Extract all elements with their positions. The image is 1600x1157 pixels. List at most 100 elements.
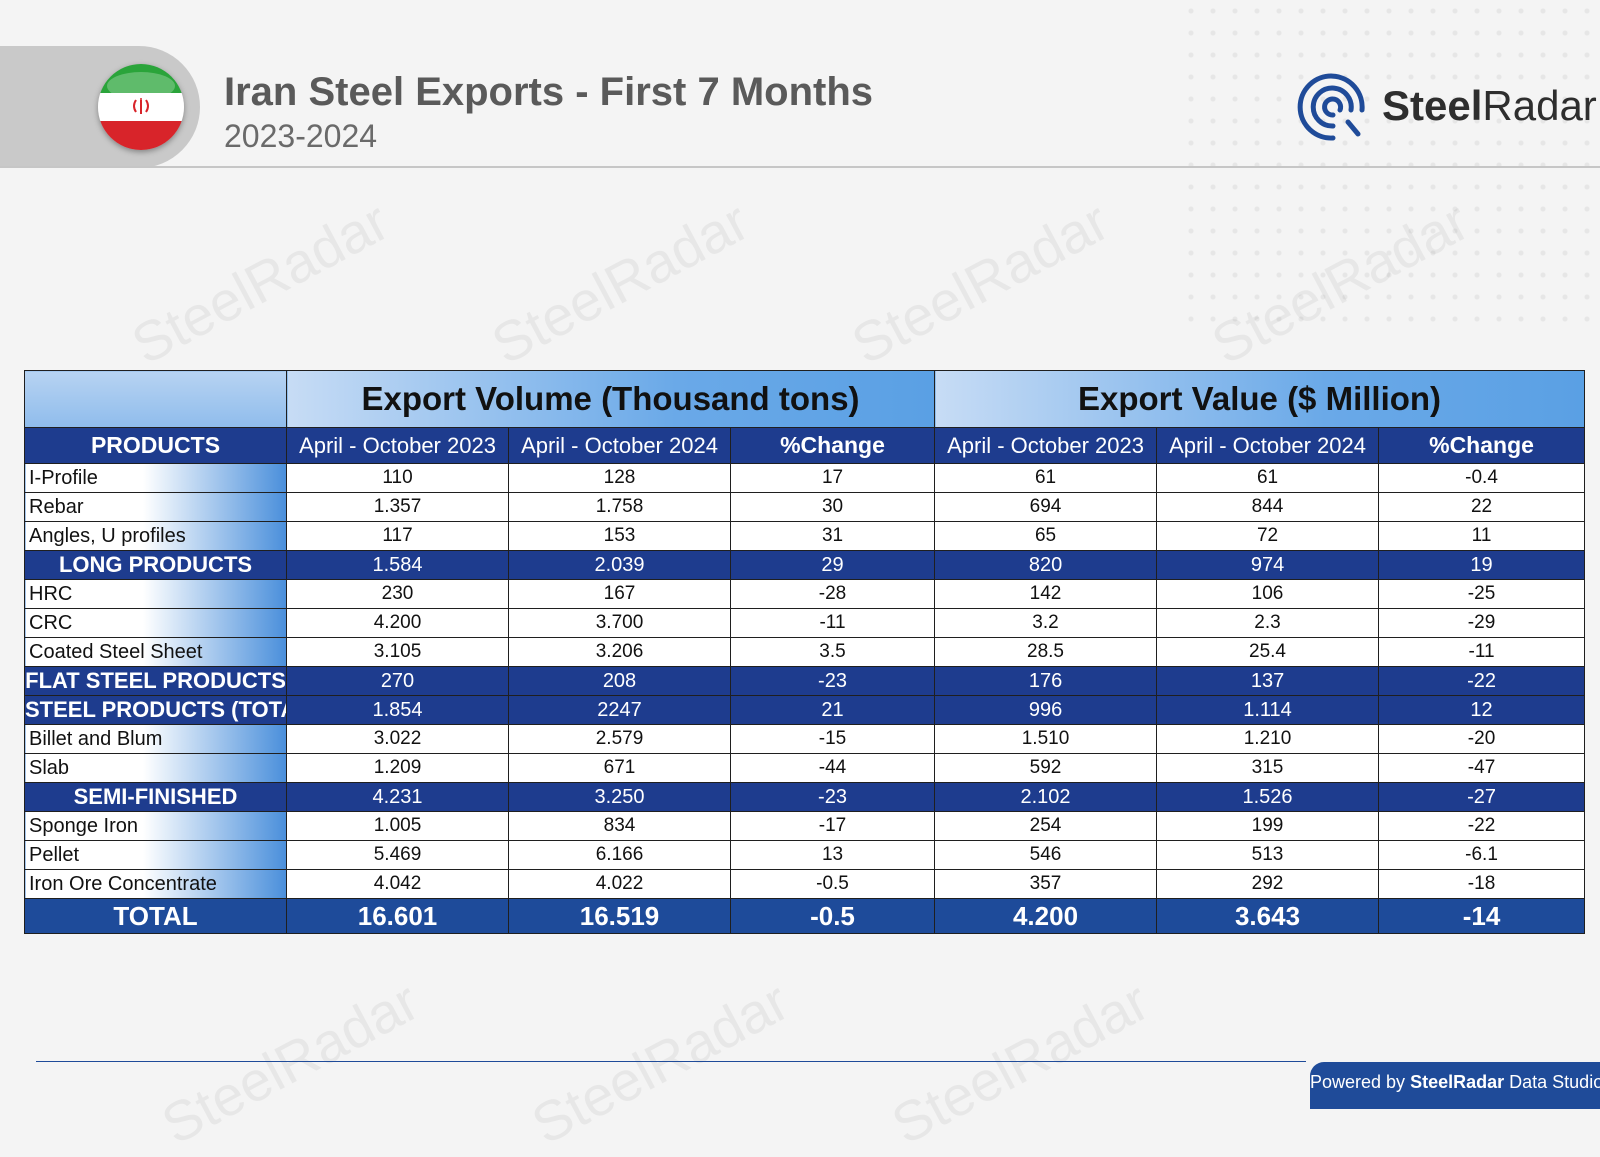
product-name-cell: HRC <box>24 579 287 609</box>
value-cell: 167 <box>508 579 731 609</box>
value-cell: 117 <box>286 521 509 551</box>
footer-divider <box>36 1061 1306 1062</box>
volume-group-header: Export Volume (Thousand tons) <box>285 370 936 428</box>
value-cell: 230 <box>286 579 509 609</box>
value-cell: 30 <box>729 492 936 522</box>
value-cell: 4.231 <box>286 782 509 812</box>
column-header-row: PRODUCTS April - October 2023 April - Oc… <box>24 427 1586 464</box>
value-cell: -11 <box>1378 637 1586 667</box>
page-title: Iran Steel Exports - First 7 Months <box>224 70 874 114</box>
value-group-header: Export Value ($ Million) <box>934 370 1586 428</box>
value-cell: 292 <box>1156 869 1380 899</box>
table-row: Slab 1.209 671 -44 592 315 -47 <box>24 753 1586 783</box>
value-cell: 1.210 <box>1156 724 1380 754</box>
value-cell: 4.042 <box>286 869 509 899</box>
product-name-cell: TOTAL <box>24 898 287 934</box>
value-cell: 5.469 <box>286 840 509 870</box>
subtotal-row: SEMI-FINISHED 4.231 3.250 -23 2.102 1.526 -27 <box>24 782 1586 812</box>
value-cell: 3.022 <box>286 724 509 754</box>
value-cell: 270 <box>286 666 509 696</box>
value-cell: 3.250 <box>508 782 731 812</box>
value-cell: 2.579 <box>508 724 731 754</box>
value-cell: -22 <box>1378 666 1586 696</box>
value-cell: 12 <box>1378 695 1586 725</box>
value-cell: 16.519 <box>508 898 731 934</box>
product-name-cell: Sponge Iron <box>24 811 287 841</box>
value-cell: 6.166 <box>508 840 731 870</box>
export-table-container: Export Volume (Thousand tons) Export Val… <box>24 370 1586 934</box>
value-cell: 513 <box>1156 840 1380 870</box>
value-cell: -0.5 <box>729 898 936 934</box>
value-cell: 153 <box>508 521 731 551</box>
value-cell: 17 <box>729 463 936 493</box>
value-cell: -17 <box>729 811 936 841</box>
value-cell: 11 <box>1378 521 1586 551</box>
table-row: Sponge Iron 1.005 834 -17 254 199 -22 <box>24 811 1586 841</box>
value-cell: -23 <box>729 666 936 696</box>
value-cell: -14 <box>1378 898 1586 934</box>
value-cell: -23 <box>729 782 936 812</box>
column-header-products: PRODUCTS <box>24 427 287 464</box>
value-cell: 3.700 <box>508 608 731 638</box>
steelradar-logo: SteelRadar <box>1296 70 1597 144</box>
value-cell: 3.206 <box>508 637 731 667</box>
value-cell: 3.105 <box>286 637 509 667</box>
value-cell: 208 <box>508 666 731 696</box>
value-cell: 21 <box>729 695 936 725</box>
column-header-value-2023: April - October 2023 <box>934 427 1158 464</box>
value-cell: 106 <box>1156 579 1380 609</box>
table-row: Coated Steel Sheet 3.105 3.206 3.5 28.5 25.4-… <box>24 637 1586 667</box>
value-cell: -0.5 <box>729 869 936 899</box>
product-name-cell: Pellet <box>24 840 287 870</box>
product-name-cell: Billet and Blum <box>24 724 287 754</box>
watermark: SteelRadar <box>481 188 759 377</box>
value-cell: 254 <box>934 811 1158 841</box>
value-cell: 176 <box>934 666 1158 696</box>
value-cell: 25.4 <box>1156 637 1380 667</box>
subtotal-row: FLAT STEEL PRODUCTS 270 208 -23 176 137 -22 <box>24 666 1586 696</box>
value-cell: 3.2 <box>934 608 1158 638</box>
watermark: SteelRadar <box>151 968 429 1157</box>
table-body: I-Profile 110 128 17 61 61 -0.4 Rebar 1.357 1.758… <box>24 463 1586 934</box>
value-cell: 61 <box>1156 463 1380 493</box>
value-cell: -20 <box>1378 724 1586 754</box>
product-name-cell: LONG PRODUCTS <box>24 550 287 580</box>
product-name-cell: SEMI-FINISHED <box>24 782 287 812</box>
value-cell: 128 <box>508 463 731 493</box>
value-cell: 1.209 <box>286 753 509 783</box>
iran-flag-icon <box>98 64 184 150</box>
value-cell: 4.200 <box>934 898 1158 934</box>
header-blank-cell <box>24 370 287 428</box>
value-cell: 142 <box>934 579 1158 609</box>
table-row: Pellet 5.469 6.166 13 546 513 -6.1 <box>24 840 1586 870</box>
product-name-cell: I-Profile <box>24 463 287 493</box>
value-cell: 2.039 <box>508 550 731 580</box>
value-cell: 31 <box>729 521 936 551</box>
value-cell: 2.3 <box>1156 608 1380 638</box>
steelradar-logo-icon <box>1297 73 1365 141</box>
value-cell: 110 <box>286 463 509 493</box>
value-cell: -15 <box>729 724 936 754</box>
watermark: SteelRadar <box>521 968 799 1157</box>
value-cell: 1.758 <box>508 492 731 522</box>
value-cell: 357 <box>934 869 1158 899</box>
header-divider <box>0 166 1600 168</box>
value-cell: 72 <box>1156 521 1380 551</box>
table-row: Iron Ore Concentrate 4.042 4.022 -0.5 357 292… <box>24 869 1586 899</box>
value-cell: 199 <box>1156 811 1380 841</box>
table-row: Angles, U profiles 117 153 31 65 72 11 <box>24 521 1586 551</box>
watermark: SteelRadar <box>121 188 399 377</box>
value-cell: 1.510 <box>934 724 1158 754</box>
value-cell: 820 <box>934 550 1158 580</box>
table-row: Billet and Blum 3.022 2.579 -15 1.510 1.210 -2… <box>24 724 1586 754</box>
product-name-cell: FLAT STEEL PRODUCTS <box>24 666 287 696</box>
value-cell: -22 <box>1378 811 1586 841</box>
value-cell: 1.854 <box>286 695 509 725</box>
value-cell: 4.200 <box>286 608 509 638</box>
value-cell: 315 <box>1156 753 1380 783</box>
value-cell: 65 <box>934 521 1158 551</box>
value-cell: 137 <box>1156 666 1380 696</box>
value-cell: 694 <box>934 492 1158 522</box>
product-name-cell: Rebar <box>24 492 287 522</box>
product-name-cell: Coated Steel Sheet <box>24 637 287 667</box>
